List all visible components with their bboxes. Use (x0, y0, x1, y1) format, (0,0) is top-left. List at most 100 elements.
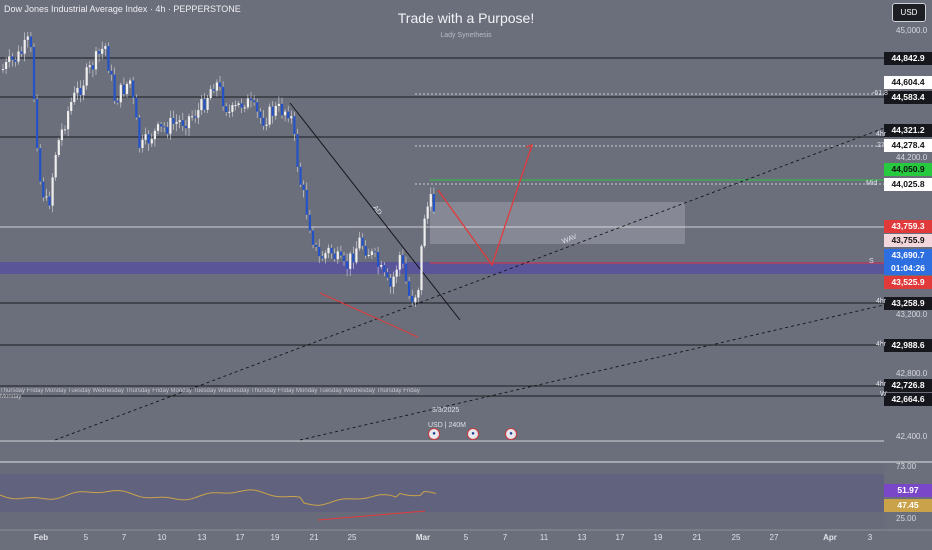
price-label: 43,690.7 (884, 249, 932, 262)
candle-body (23, 39, 26, 54)
candle-body (166, 127, 169, 134)
candle-body (169, 118, 172, 134)
candle-body (380, 265, 383, 267)
candle-body (364, 245, 367, 256)
candle-body (265, 124, 268, 126)
candle-body (107, 46, 110, 71)
candle-body (116, 100, 119, 103)
candle-body (88, 65, 91, 68)
price-label: 42,664.6 (884, 393, 932, 406)
candle-body (386, 272, 389, 278)
date-note: 3/3/2025 (432, 407, 460, 414)
candle-body (113, 74, 116, 101)
time-tick: 27 (769, 533, 779, 542)
candle-body (296, 134, 299, 167)
symbol-title: Dow Jones Industrial Average Index · 4h … (4, 4, 241, 14)
rsi-value: 47.45 (884, 499, 932, 512)
candle-body (432, 194, 435, 212)
time-tick: 19 (270, 533, 280, 542)
candle-body (147, 134, 150, 144)
candle-body (305, 189, 308, 215)
candle-body (14, 59, 17, 62)
candle-body (203, 99, 206, 110)
candle-body (253, 100, 256, 103)
candle-body (420, 246, 423, 291)
candle-body (228, 111, 231, 113)
candle-body (175, 122, 178, 124)
time-tick: 3 (867, 533, 873, 542)
time-tick: 5 (83, 533, 89, 542)
candle-body (408, 281, 411, 296)
candle-body (194, 116, 197, 118)
price-tick: 45,000.0 (896, 26, 928, 35)
price-label: 44,278.4 (884, 139, 932, 152)
candle-body (150, 139, 153, 144)
us-flag-icon[interactable]: ● (467, 428, 479, 440)
candle-body (240, 103, 243, 108)
candle-body (395, 269, 398, 277)
candle-body (256, 102, 259, 112)
candle-body (70, 102, 73, 112)
candle-body (178, 120, 181, 123)
candle-body (429, 194, 432, 207)
fib-tag: 27 (877, 142, 885, 149)
price-tick: 42,400.0 (896, 432, 928, 441)
us-flag-icon[interactable]: ● (428, 428, 440, 440)
candle-body (361, 237, 364, 246)
candle-body (404, 263, 408, 282)
four-hr-tag: 4hr (876, 131, 887, 138)
us-flag-icon[interactable]: ● (505, 428, 517, 440)
candle-body (122, 84, 125, 95)
time-tick: 17 (615, 533, 625, 542)
time-tick: 11 (539, 533, 549, 542)
candle-body (26, 36, 29, 40)
mid-tag: Mid (866, 180, 878, 187)
price-label: 43,755.9 (884, 234, 932, 247)
candle-body (268, 106, 271, 125)
time-tick: 7 (121, 533, 127, 542)
candle-body (36, 99, 39, 149)
rsi-value: 51.97 (884, 484, 932, 497)
candle-body (132, 80, 135, 98)
four-hr-tag: 4hr (876, 298, 887, 305)
projection-path (437, 144, 533, 267)
candle-body (262, 117, 265, 126)
price-label: 44,025.8 (884, 178, 932, 191)
rsi-tick: 25.00 (896, 514, 917, 523)
candle-body (160, 124, 163, 127)
candle-body (156, 124, 160, 131)
candle-body (324, 253, 327, 259)
price-label: 42,988.6 (884, 339, 932, 352)
candle-body (129, 80, 132, 84)
rising-trendline-lower (299, 304, 885, 441)
candle-body (191, 116, 194, 118)
candle-body (315, 244, 318, 247)
candle-body (215, 82, 218, 91)
candle-body (237, 103, 240, 106)
rsi-divergence (317, 510, 426, 521)
countdown-label: 01:04:26 (884, 262, 932, 275)
session-strip: Thursday Friday Monday Tuesday Wednesday… (0, 388, 420, 400)
price-label: 43,258.9 (884, 297, 932, 310)
candle-body (76, 87, 79, 93)
candle-body (144, 134, 147, 140)
candle-body (42, 181, 45, 198)
price-label: 44,050.9 (884, 163, 932, 176)
time-tick: 25 (347, 533, 357, 542)
candle-body (274, 105, 277, 116)
candle-body (377, 252, 380, 267)
candle-body (358, 237, 361, 249)
currency-button[interactable]: USD (892, 3, 926, 22)
candle-body (39, 148, 42, 182)
candle-body (125, 83, 129, 95)
candle-body (29, 36, 32, 48)
candle-body (330, 247, 333, 254)
candle-body (187, 116, 191, 129)
rsi-tick: 73.00 (896, 462, 917, 471)
time-tick: 10 (157, 533, 167, 542)
candle-body (333, 253, 336, 260)
candle-body (302, 184, 305, 190)
candle-body (284, 111, 287, 116)
candle-body (181, 120, 184, 126)
